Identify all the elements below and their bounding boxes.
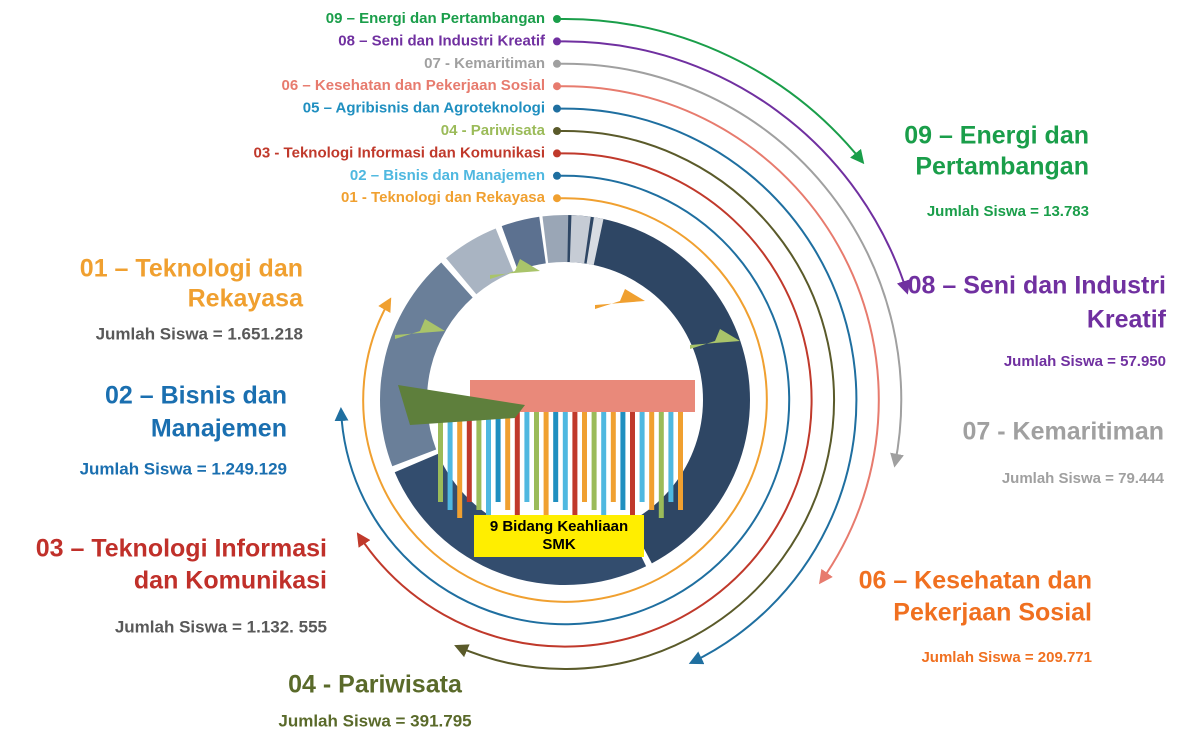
ship <box>398 385 525 425</box>
legend-dot <box>553 127 561 135</box>
barcode-bar <box>476 412 482 510</box>
barcode-bar <box>639 412 645 502</box>
legend-dot <box>553 59 561 68</box>
barcode-bar <box>505 412 511 510</box>
barcode-bar <box>457 412 463 518</box>
legend-arc <box>557 40 911 295</box>
legend-dot <box>553 149 561 158</box>
section-count: Jumlah Siswa = 209.771 <box>921 649 1092 666</box>
legend-dot <box>553 82 561 91</box>
section-title: 02 – Bisnis dan <box>105 382 287 410</box>
legend-item: 01 - Teknologi dan Rekayasa <box>341 189 546 206</box>
barcode-bar <box>466 412 472 502</box>
donut-segment <box>569 215 591 264</box>
section-title: 09 – Energi dan <box>904 122 1089 150</box>
section-title: 08 – Seni dan Industri <box>908 272 1166 300</box>
section-title: 03 – Teknologi Informasi <box>36 535 327 563</box>
donut-segment <box>542 215 569 264</box>
section-count: Jumlah Siswa = 1.249.129 <box>80 459 287 478</box>
barcode-bar <box>447 412 453 510</box>
section-title: Kreatif <box>1087 306 1167 334</box>
section-title: Rekayasa <box>188 285 304 313</box>
plane <box>490 259 540 279</box>
section-title: 01 – Teknologi dan <box>80 255 303 283</box>
barcode-bar <box>534 412 539 510</box>
barcode-bar <box>582 412 587 502</box>
plane <box>395 319 445 339</box>
barcode-bar <box>524 412 530 502</box>
legend-item: 05 – Agribisnis dan Agroteknologi <box>303 100 545 117</box>
barcode-bar <box>438 412 443 502</box>
legend-dot <box>553 171 561 180</box>
legend-dot <box>553 37 561 46</box>
legend-item: 09 – Energi dan Pertambangan <box>326 10 545 27</box>
barcode-bar <box>572 412 578 518</box>
barcode-bar <box>649 412 655 510</box>
legend-arc <box>362 197 768 603</box>
barcode-bar <box>514 412 520 518</box>
barcode-bar <box>668 412 674 502</box>
donut-segment <box>380 262 473 467</box>
section-title: dan Komunikasi <box>134 567 327 595</box>
barcode-bar <box>495 412 501 502</box>
legend-item: 04 - Pariwisata <box>441 122 546 139</box>
section-count: Jumlah Siswa = 79.444 <box>1002 470 1165 487</box>
legend-arc <box>557 107 858 665</box>
section-count: Jumlah Siswa = 391.795 <box>278 711 471 730</box>
barcode-bar <box>601 412 607 518</box>
section-count: Jumlah Siswa = 1.132. 555 <box>115 617 327 636</box>
barcode-bar <box>658 412 664 518</box>
section-title: 06 – Kesehatan dan <box>859 567 1092 595</box>
barcode-bar <box>620 412 626 510</box>
section-count: Jumlah Siswa = 1.651.218 <box>96 324 303 343</box>
barcode-bar <box>591 412 597 510</box>
barcode-bar <box>630 412 635 518</box>
legend-arc <box>557 18 865 165</box>
section-title: Manajemen <box>151 415 287 443</box>
section-title: Pertambangan <box>915 153 1089 181</box>
arcs: 09 – Energi dan Pertambangan 08 – Seni da… <box>254 10 911 670</box>
legend-dot <box>553 15 561 23</box>
legend-dot <box>553 104 561 113</box>
legend-dot <box>553 194 561 203</box>
section-count: Jumlah Siswa = 13.783 <box>927 203 1089 220</box>
legend-arc <box>454 130 835 670</box>
donut-segment <box>565 215 750 564</box>
barcode-bar <box>543 412 549 518</box>
donut-segment <box>586 217 604 266</box>
legend-item: 03 - Teknologi Informasi dan Komunikasi <box>254 144 545 161</box>
section-title: Pekerjaan Sosial <box>893 599 1092 627</box>
legend-item: 02 – Bisnis dan Manajemen <box>350 167 545 184</box>
barcode-bar <box>610 412 616 502</box>
legend-arc <box>557 62 904 468</box>
barcode-bar <box>553 412 559 502</box>
barcode-bar <box>678 412 683 510</box>
legend-arc <box>356 152 813 648</box>
legend-arc <box>557 85 880 585</box>
plane <box>595 289 645 309</box>
center-label-box <box>474 515 644 557</box>
section-title: 04 - Pariwisata <box>288 671 463 699</box>
legend-item: 06 – Kesehatan dan Pekerjaan Sosial <box>282 77 545 94</box>
donut-segment <box>446 228 514 295</box>
center-label: SMK <box>542 536 576 553</box>
section-title: 07 - Kemaritiman <box>963 418 1164 446</box>
plane <box>690 329 740 349</box>
section-count: Jumlah Siswa = 57.950 <box>1004 353 1166 370</box>
barcode-bar <box>562 412 568 510</box>
legend-arc <box>334 174 791 626</box>
legend-item: 08 – Seni dan Industri Kreatif <box>338 32 546 49</box>
legend-item: 07 - Kemaritiman <box>424 55 545 72</box>
donut-segment <box>501 216 546 271</box>
barcode-bar <box>486 412 491 518</box>
center-label: 9 Bidang Keahliaan <box>490 518 628 535</box>
